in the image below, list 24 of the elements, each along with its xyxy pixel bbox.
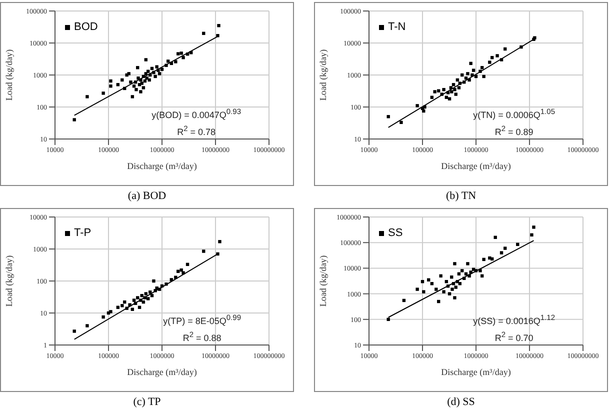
legend-label: SS <box>388 227 403 239</box>
annotation: R$^{2}$ = 0.88 <box>182 329 222 345</box>
legend-label: BOD <box>74 21 98 33</box>
annotation: y(TN) = 0.0006Q$^{1.05}$ <box>473 106 555 122</box>
text: (a) BOD <box>126 190 168 202</box>
annotation: y(SS) = 0.0016Q$^{1.12}$ <box>473 312 555 328</box>
y-axis-title: Load (kg/day) <box>318 255 328 307</box>
y-axis-title: Load (kg/day) <box>4 49 14 101</box>
annotation: R$^{2}$ = 0.78 <box>176 123 217 139</box>
y-axis-title: Load (kg/day) <box>4 255 14 307</box>
text: (b) TN <box>444 190 478 202</box>
annotation: y(TP) = 8E-05Q$^{0.99}$ <box>163 312 241 328</box>
x-axis-title: Discharge (m³/day) <box>441 161 511 171</box>
annotation: R$^{2}$ = 0.89 <box>494 123 534 139</box>
legend-label: T-N <box>388 21 406 33</box>
annotation: y(BOD) = 0.0047Q$^{0.93}$ <box>152 106 241 122</box>
legend-label: T-P <box>74 227 92 239</box>
x-axis-title: Discharge (m³/day) <box>441 367 511 377</box>
annotation: R$^{2}$ = 0.70 <box>494 329 534 345</box>
x-axis-title: Discharge (m³/day) <box>127 161 197 171</box>
text: (c) TP <box>132 396 162 408</box>
y-axis-title: Load (kg/day) <box>318 49 328 101</box>
text: (d) SS <box>446 396 476 408</box>
x-axis-title: Discharge (m³/day) <box>127 367 197 377</box>
